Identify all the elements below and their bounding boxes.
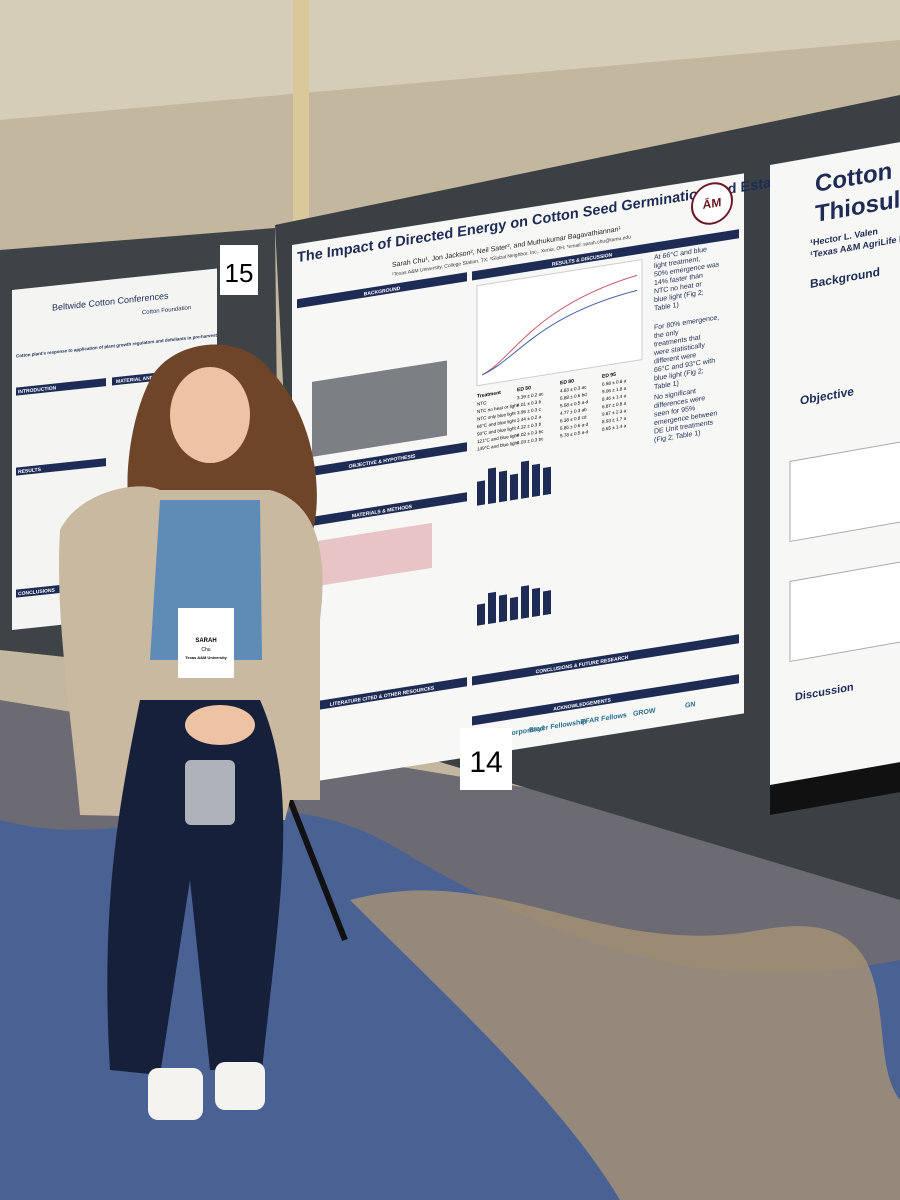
- table-cell: 5.58 ± 0.5 a-d: [560, 399, 589, 409]
- table-cell: 4.32 ± 0.3 b: [517, 421, 542, 430]
- badge-school: Texas A&M University: [185, 655, 227, 660]
- board-number-text: 14: [469, 746, 502, 779]
- figure-bar: [543, 466, 551, 496]
- table-cell: 5.86 ± 0.6 a-d: [560, 422, 589, 432]
- figure-bar: [488, 467, 496, 504]
- ceiling: [0, 0, 900, 120]
- person: SARAH Chu Texas A&M University: [59, 344, 348, 1120]
- section: CONCLUSIONS: [18, 587, 56, 597]
- table-cell: NTC no heat or light: [477, 403, 519, 415]
- carpet-pattern: [350, 890, 900, 1200]
- figure-bar: [521, 460, 529, 499]
- table-cell: 93°C and blue light: [477, 425, 516, 436]
- board-number: [220, 245, 258, 295]
- badge-name: SARAH: [195, 638, 216, 644]
- table-header: ED 95: [602, 372, 616, 380]
- figure-bar: [532, 463, 540, 497]
- sponsor: GN: [685, 701, 695, 710]
- table-cell: 8.65 ± 1.4 a: [602, 423, 627, 432]
- table-cell: 8.46 ± 1.4 a: [602, 393, 627, 402]
- table-cell: 5.78 ± 0.5 a-d: [560, 429, 589, 439]
- table-cell: 6.58 ± 0.8 a: [602, 378, 627, 387]
- table-cell: 4.83 ± 0.3 ac: [560, 384, 587, 393]
- sponsor: GROW: [633, 707, 656, 718]
- table-cell: 66°C and blue light: [477, 418, 516, 429]
- section: BACKGROUND: [364, 286, 401, 298]
- table-header: ED 80: [560, 378, 574, 386]
- table-cell: 4.77 ± 0.3 ab: [560, 407, 587, 416]
- table-cell: 3.39 ± 0.2 ac: [517, 391, 544, 400]
- figure-bar: [499, 594, 507, 623]
- table-cell: 9.06 ± 1.8 a: [602, 386, 627, 395]
- logo: Cotton Foundation: [142, 305, 191, 316]
- badge-surname: Chu: [201, 647, 210, 653]
- table-cell: 4.02 ± 0.3 bc: [517, 429, 544, 438]
- section: RESULTS: [18, 467, 42, 475]
- logo: ĀM: [703, 195, 722, 212]
- table-cell: 6.38 ± 0.8 cd: [560, 414, 587, 423]
- board-number-text: 15: [225, 258, 254, 288]
- table-cell: 121°C and blue light: [477, 433, 519, 445]
- figure-bar: [510, 596, 518, 621]
- table-cell: 4.03 ± 0.3 bc: [517, 436, 544, 445]
- table-cell: 9.87 ± 2.3 a: [602, 408, 627, 417]
- figure-bar: [510, 473, 518, 501]
- figure-bar: [477, 603, 485, 626]
- figure-bar: [477, 480, 485, 506]
- table-header: ED 50: [517, 385, 531, 393]
- table-cell: 4.01 ± 0.3 b: [517, 399, 542, 408]
- board-number: [460, 728, 512, 790]
- figure-bar: [499, 470, 507, 503]
- table-cell: 6.87 ± 0.8 a: [602, 401, 627, 410]
- table-cell: 5.88 ± 0.6 bd: [560, 392, 587, 401]
- table-cell: NTC: [477, 400, 487, 407]
- figure-bar: [521, 585, 529, 619]
- table-header: Treatment: [477, 390, 501, 400]
- figure-bar: [488, 591, 496, 624]
- table-cell: 3.96 ± 0.3 c: [517, 406, 542, 415]
- table-cell: NTC only blue light: [477, 410, 516, 421]
- right-poster: Cotton Thiosulf ¹Hector L. Valen ¹Texas …: [770, 135, 900, 815]
- table-cell: 8.93 ± 1.7 a: [602, 416, 627, 425]
- pillar: [293, 0, 309, 230]
- table-cell: 149°C and blue light: [477, 440, 519, 452]
- section: INTRODUCTION: [18, 385, 57, 395]
- table-cell: 3.44 ± 0.2 a: [517, 414, 542, 423]
- bullet: At 66°C and blue light treatment, 50% em…: [654, 243, 721, 313]
- figure-bar: [532, 587, 540, 617]
- figure-bar: [543, 590, 551, 616]
